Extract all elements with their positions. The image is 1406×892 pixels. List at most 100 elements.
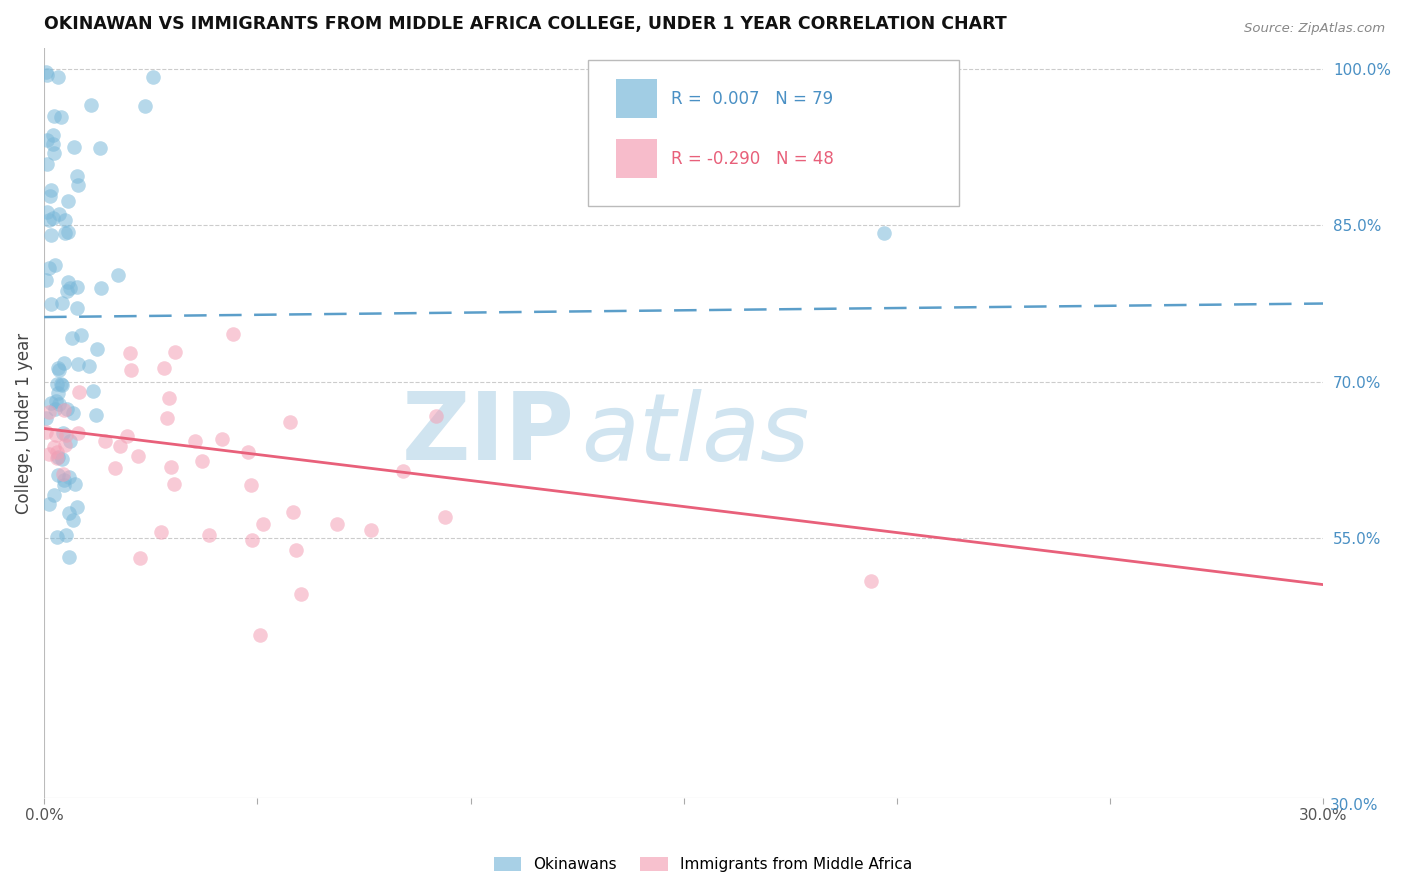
Point [70,327,93,342]
Point [62,406,84,420]
Point [66,280,89,294]
Point [45,428,67,442]
Point [66,169,89,184]
Point [55,284,77,298]
Point [51,451,73,466]
Text: OKINAWAN VS IMMIGRANTS FROM MIDDLE AFRICA COLLEGE, UNDER 1 YEAR CORRELATION CHAR: OKINAWAN VS IMMIGRANTS FROM MIDDLE AFRIC… [44,15,1007,33]
Point [77,359,100,373]
Point [280,415,302,429]
Point [89,141,111,155]
Point [42,145,65,160]
FancyBboxPatch shape [588,60,959,206]
Point [236,445,259,459]
Point [66,357,89,371]
Point [56,194,79,208]
Point [52,467,75,481]
Point [35,273,58,287]
Point [44,402,66,417]
Point [120,362,142,376]
Point [290,587,312,601]
Point [49,376,72,391]
Point [198,528,221,542]
Point [127,450,149,464]
Point [35,204,58,219]
Point [55,427,77,442]
Point [59,281,82,295]
Point [45,445,67,459]
Point [284,542,307,557]
Point [42,487,65,501]
Point [240,478,263,492]
Point [283,505,305,519]
Point [42,109,65,123]
Text: ZIP: ZIP [402,389,575,481]
Y-axis label: College, Under 1 year: College, Under 1 year [15,333,32,514]
Point [38,213,60,227]
Point [86,342,108,356]
Point [108,439,131,453]
Point [53,226,76,240]
Point [52,356,75,370]
Point [249,628,271,642]
Point [44,258,66,272]
Text: 30.0%: 30.0% [1330,798,1378,814]
Point [107,268,129,283]
Point [84,409,107,423]
Point [62,331,84,345]
Point [326,517,349,532]
Point [46,377,69,392]
Point [46,70,69,85]
Point [66,500,89,514]
Point [90,281,112,295]
Point [66,301,89,315]
Point [37,68,59,82]
Point [44,440,66,454]
Point [42,211,65,226]
Point [120,346,142,360]
Point [191,453,214,467]
Point [157,391,180,405]
Point [66,426,89,441]
Point [53,438,76,452]
Point [37,157,59,171]
Point [51,378,73,392]
Point [41,297,63,311]
Legend: Okinawans, Immigrants from Middle Africa: Okinawans, Immigrants from Middle Africa [486,849,920,880]
Point [184,434,207,449]
Point [46,450,69,464]
Point [163,345,186,359]
Point [42,128,65,142]
Point [53,473,76,487]
Point [35,133,58,147]
FancyBboxPatch shape [616,79,657,118]
Point [49,110,72,124]
Point [425,409,447,423]
Point [58,550,80,565]
Point [67,384,90,399]
Point [156,410,179,425]
Point [163,477,186,491]
Point [39,227,62,242]
Point [62,140,84,154]
Point [80,97,103,112]
Point [39,183,62,197]
Point [52,425,75,440]
Point [52,403,75,417]
Point [38,261,60,276]
Text: R = -0.290   N = 48: R = -0.290 N = 48 [671,150,834,168]
Point [59,434,82,448]
Point [45,394,67,409]
Point [240,533,263,547]
Point [104,461,127,475]
Point [149,525,172,540]
Text: R =  0.007   N = 79: R = 0.007 N = 79 [671,90,832,108]
Point [45,530,67,544]
Point [58,506,80,520]
Point [56,401,79,416]
Point [35,425,58,439]
Point [38,188,60,202]
Point [38,447,60,461]
Point [51,296,73,310]
Point [134,99,156,113]
Point [392,464,415,478]
